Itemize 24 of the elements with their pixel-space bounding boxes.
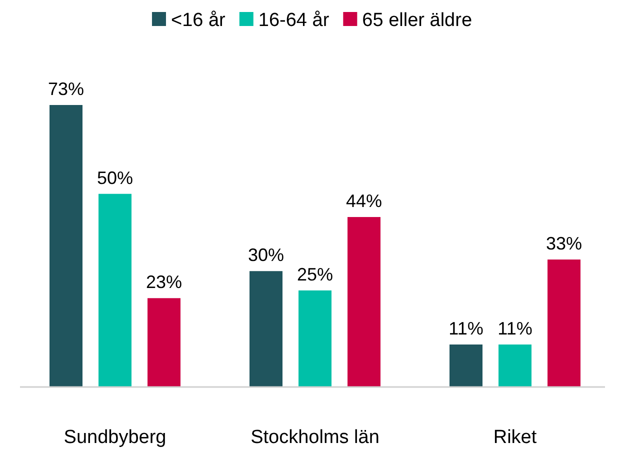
legend-label: 16-64 år	[258, 10, 330, 31]
bar	[148, 298, 180, 387]
legend-label: <16 år	[170, 10, 226, 31]
x-tick-label: Riket	[493, 427, 538, 448]
data-label: 11%	[498, 318, 532, 339]
data-label: 33%	[546, 234, 582, 254]
bar	[250, 271, 282, 387]
bar	[450, 344, 482, 387]
data-label: 11%	[448, 318, 484, 339]
bar	[498, 344, 532, 387]
bar	[50, 105, 82, 387]
bar	[348, 217, 380, 387]
x-tick-label: Sundbyberg	[64, 427, 166, 448]
data-label: 23%	[146, 272, 182, 292]
data-label: 25%	[296, 264, 334, 284]
bar	[98, 194, 132, 387]
bar	[548, 260, 580, 387]
data-label: 73%	[48, 79, 84, 99]
bar	[298, 290, 332, 387]
data-label: 30%	[248, 245, 284, 266]
legend-label: 65 eller äldre	[362, 10, 472, 31]
data-label: 50%	[96, 168, 134, 188]
data-label: 44%	[346, 191, 382, 212]
x-tick-label: Stockholms län	[250, 427, 380, 448]
